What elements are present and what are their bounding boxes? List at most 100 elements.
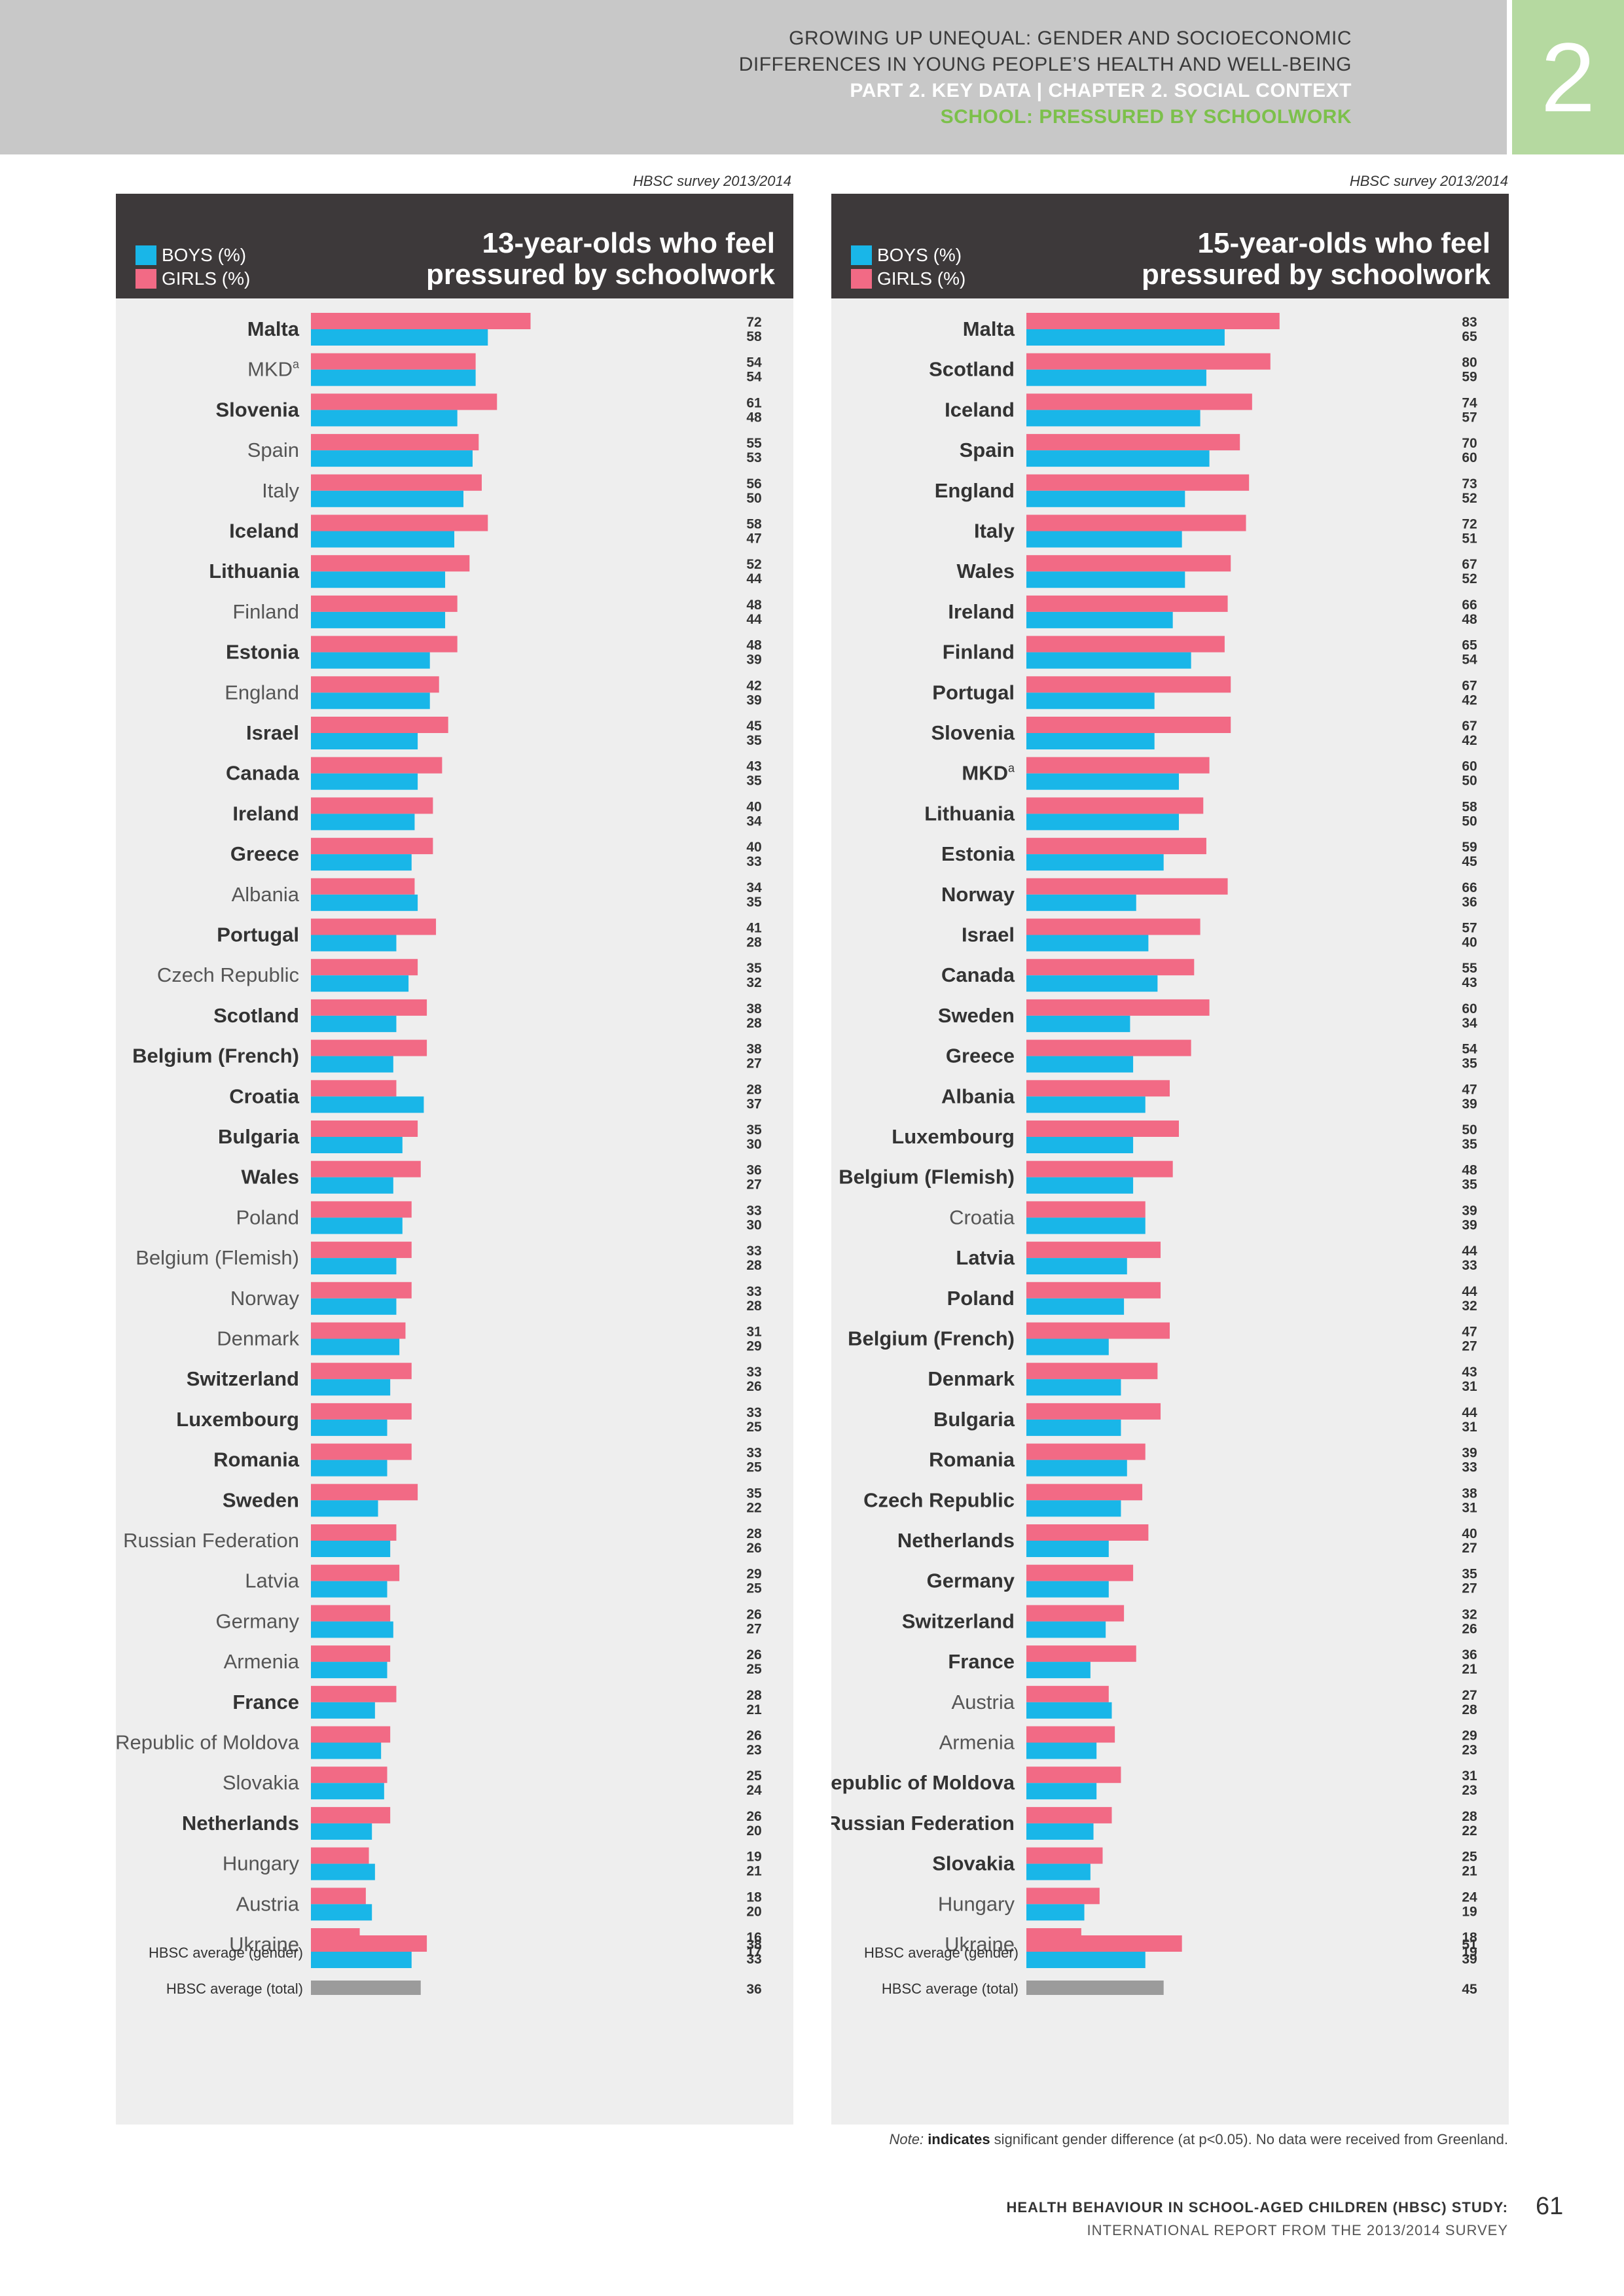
boys-bar bbox=[311, 1056, 393, 1073]
girls-bar bbox=[1026, 1201, 1146, 1218]
chart-legend: BOYS (%) GIRLS (%) bbox=[851, 243, 965, 291]
boys-bar bbox=[1026, 1621, 1106, 1638]
country-label: MKDa bbox=[247, 358, 300, 381]
boys-swatch bbox=[851, 245, 872, 265]
boys-bar bbox=[311, 450, 473, 467]
girls-value-label: 33 bbox=[746, 1203, 761, 1218]
boys-bar bbox=[311, 733, 418, 749]
boys-value-label: 27 bbox=[1462, 1581, 1477, 1596]
girls-bar bbox=[1026, 1121, 1179, 1137]
country-label: Portugal bbox=[217, 924, 299, 946]
girls-value-label: 16 bbox=[746, 1930, 761, 1945]
girls-value-label: 50 bbox=[1462, 1122, 1477, 1138]
boys-value-label: 52 bbox=[1462, 571, 1477, 586]
girls-value-label: 44 bbox=[1462, 1244, 1477, 1259]
country-label: Luxembourg bbox=[176, 1408, 299, 1431]
girls-bar bbox=[1026, 636, 1225, 653]
boys-bar bbox=[311, 1096, 424, 1113]
boys-bar bbox=[1026, 1460, 1127, 1477]
boys-value-label: 25 bbox=[746, 1662, 762, 1677]
girls-bar bbox=[311, 474, 482, 491]
girls-value-label: 25 bbox=[1462, 1850, 1477, 1865]
country-label: Lithuania bbox=[924, 802, 1015, 825]
country-label: Latvia bbox=[956, 1246, 1015, 1269]
girls-bar bbox=[1026, 434, 1240, 451]
girls-bar bbox=[311, 999, 427, 1016]
boys-value-label: 31 bbox=[1462, 1420, 1477, 1435]
boys-bar bbox=[311, 1419, 388, 1436]
girls-bar bbox=[311, 1282, 412, 1299]
girls-bar bbox=[311, 313, 531, 329]
girls-value-label: 27 bbox=[1462, 1688, 1477, 1703]
girls-value-label: 26 bbox=[746, 1809, 761, 1824]
boys-bar bbox=[1026, 1298, 1125, 1315]
country-label: Slovenia bbox=[216, 398, 300, 421]
girls-bar bbox=[1026, 717, 1231, 733]
boys-value-label: 30 bbox=[746, 1137, 761, 1152]
page-header: GROWING UP UNEQUAL: GENDER AND SOCIOECON… bbox=[0, 0, 1507, 154]
girls-value-label: 36 bbox=[1462, 1647, 1477, 1662]
boys-value-label: 25 bbox=[746, 1581, 762, 1596]
boys-value-label: 51 bbox=[1462, 531, 1477, 547]
country-label: Armenia bbox=[224, 1650, 300, 1673]
boys-bar bbox=[311, 975, 409, 992]
girls-bar bbox=[311, 1403, 412, 1420]
boys-bar bbox=[1026, 490, 1185, 507]
boys-value-label: 42 bbox=[1462, 692, 1477, 708]
boys-bar bbox=[311, 1662, 388, 1679]
country-label: Belgium (Flemish) bbox=[135, 1246, 299, 1269]
boys-value-label: 44 bbox=[746, 571, 762, 586]
girls-bar bbox=[311, 636, 458, 653]
country-label: England bbox=[935, 479, 1015, 502]
boys-value-label: 37 bbox=[746, 1096, 761, 1111]
girls-value-label: 73 bbox=[1462, 476, 1477, 492]
country-label: Luxembourg bbox=[892, 1125, 1015, 1148]
country-label: Italy bbox=[974, 520, 1015, 543]
girls-bar bbox=[1026, 1363, 1158, 1380]
girls-bar bbox=[1026, 1564, 1134, 1581]
boys-bar bbox=[1026, 1096, 1146, 1113]
boys-value-label: 25 bbox=[746, 1460, 762, 1475]
girls-bar bbox=[311, 918, 437, 935]
chart-legend: BOYS (%) GIRLS (%) bbox=[135, 243, 250, 291]
boys-value-label: 28 bbox=[746, 935, 762, 950]
boys-bar bbox=[1026, 1783, 1097, 1800]
chart-title: 15-year-olds who feel pressured by schoo… bbox=[1032, 228, 1490, 291]
boys-value-label: 22 bbox=[746, 1500, 761, 1515]
girls-value-label: 58 bbox=[1462, 799, 1477, 814]
girls-bar bbox=[1026, 878, 1228, 895]
boys-value-label: 21 bbox=[1462, 1662, 1477, 1677]
boys-bar bbox=[1026, 1137, 1134, 1153]
boys-bar bbox=[311, 1217, 403, 1234]
girls-value-label: 38 bbox=[746, 1042, 762, 1057]
boys-bar bbox=[311, 1621, 393, 1638]
boys-bar bbox=[1026, 1177, 1134, 1194]
country-label: Romania bbox=[929, 1448, 1015, 1471]
boys-value-label: 32 bbox=[1462, 1299, 1477, 1314]
note-text: significant gender difference (at p<0.05… bbox=[990, 2131, 1508, 2147]
country-label: Sweden bbox=[938, 1004, 1015, 1027]
boys-bar bbox=[311, 814, 415, 831]
girls-value-label: 56 bbox=[746, 476, 761, 492]
section-path: PART 2. KEY DATA | CHAPTER 2. SOCIAL CON… bbox=[850, 80, 1352, 101]
boys-value-label: 36 bbox=[1462, 895, 1477, 910]
country-label: Belgium (Flemish) bbox=[839, 1166, 1015, 1189]
boys-value-label: 35 bbox=[1462, 1137, 1477, 1152]
country-label: Ukraine bbox=[945, 1933, 1015, 1956]
chart-title-line2: pressured by schoolwork bbox=[1141, 259, 1490, 291]
boys-bar bbox=[311, 410, 458, 427]
average-total-bar bbox=[311, 1981, 421, 1995]
boys-bar bbox=[311, 773, 418, 790]
girls-bar bbox=[1026, 393, 1252, 410]
girls-bar bbox=[311, 595, 458, 612]
boys-value-label: 44 bbox=[746, 612, 762, 627]
girls-value-label: 38 bbox=[1462, 1486, 1477, 1501]
boys-bar bbox=[311, 1742, 382, 1759]
boys-bar bbox=[1026, 814, 1179, 831]
girls-bar bbox=[311, 1121, 418, 1137]
average-total-label: HBSC average (total) bbox=[882, 1981, 1019, 1997]
country-label: Finland bbox=[232, 600, 299, 623]
average-total-label: HBSC average (total) bbox=[166, 1981, 303, 1997]
boys-bar bbox=[1026, 1904, 1085, 1921]
girls-value-label: 39 bbox=[1462, 1446, 1477, 1461]
